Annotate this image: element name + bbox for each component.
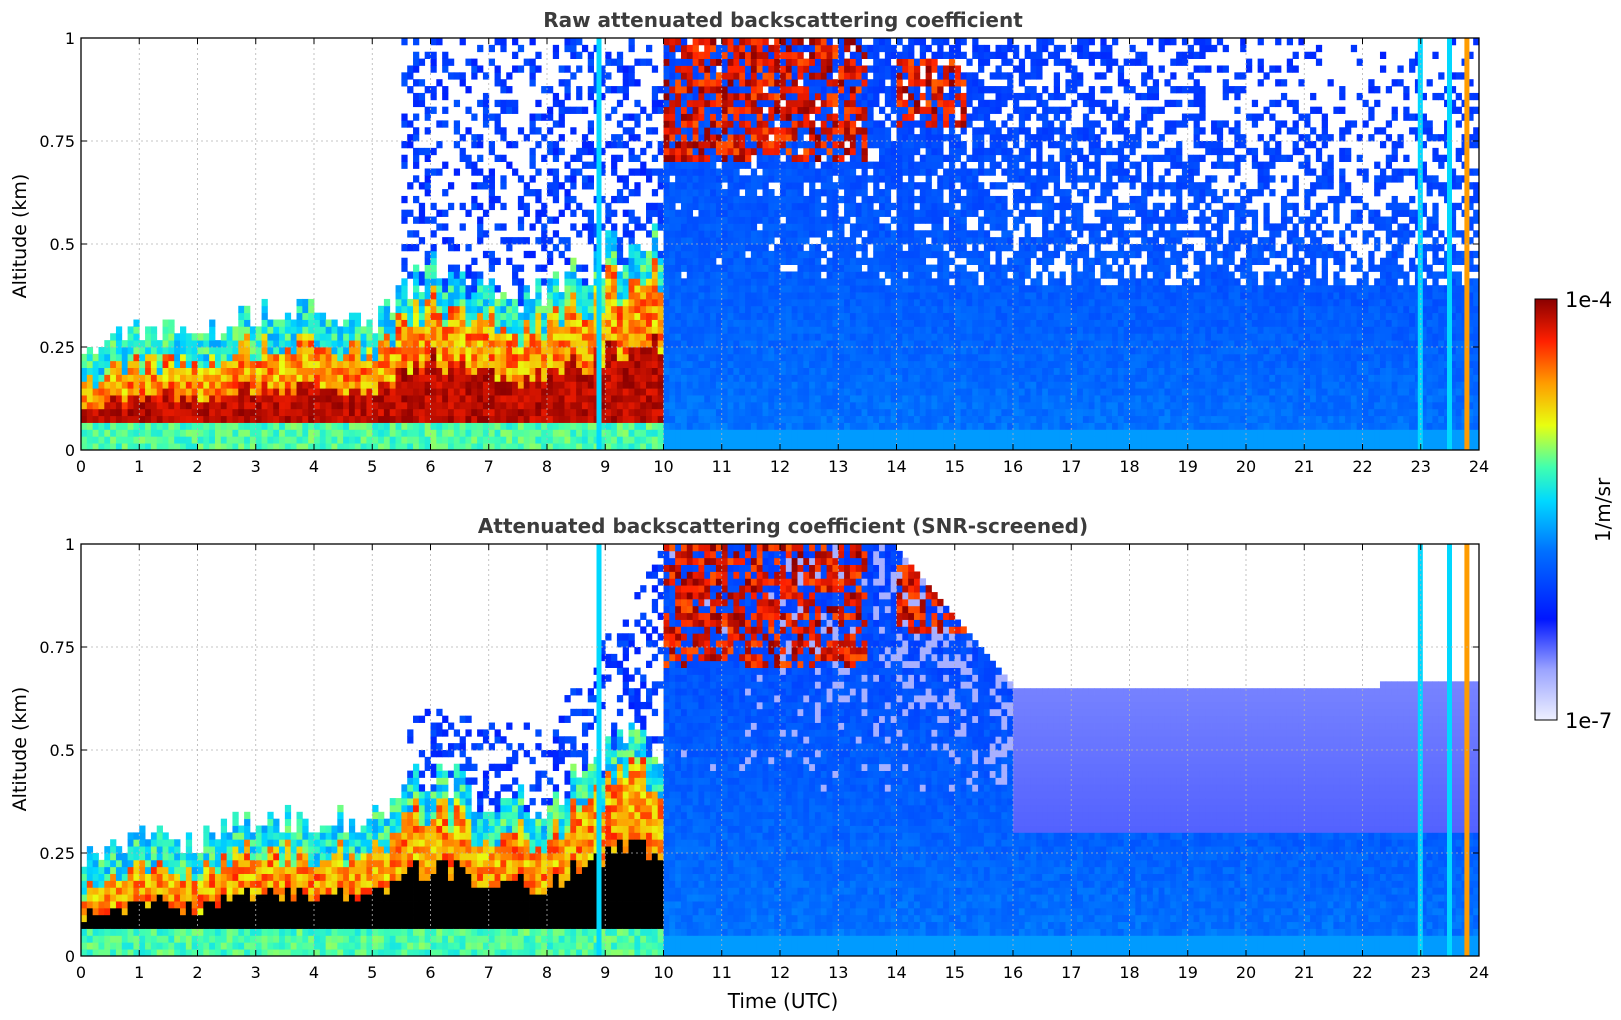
chart-panel-screened: Attenuated backscattering coefficient (S…: [9, 514, 1489, 1013]
colorbar-unit-label: 1/m/sr: [1591, 477, 1615, 542]
colorbar-min-label: 1e-7: [1565, 709, 1612, 733]
y-tick-label: 0.5: [50, 235, 75, 254]
chart-title: Attenuated backscattering coefficient (S…: [478, 514, 1088, 538]
x-tick-label: 8: [542, 457, 552, 476]
x-tick-label: 4: [309, 457, 319, 476]
x-tick-label: 12: [770, 457, 790, 476]
x-tick-label: 13: [828, 457, 848, 476]
x-tick-label: 5: [367, 457, 377, 476]
x-axis-ticks: 0 1 2 3 4 5 6 7 8 9 10 11 12 13 14 15 16 17 18 19 20 21 22 23 24: [76, 38, 1489, 476]
x-tick-label: 10: [653, 963, 673, 982]
x-tick-label: 23: [1411, 963, 1431, 982]
x-tick-label: 0: [76, 457, 86, 476]
x-tick-label: 19: [1178, 963, 1198, 982]
chart-panel-raw: Raw attenuated backscattering coefficien…: [9, 8, 1489, 476]
x-tick-label: 0: [76, 963, 86, 982]
x-tick-label: 18: [1119, 963, 1139, 982]
y-tick-label: 1: [65, 29, 75, 48]
x-tick-label: 22: [1352, 963, 1372, 982]
x-tick-label: 24: [1469, 457, 1489, 476]
x-tick-label: 20: [1236, 963, 1256, 982]
x-tick-label: 2: [192, 963, 202, 982]
x-tick-label: 11: [712, 963, 732, 982]
heatmap-area: [81, 544, 1480, 957]
x-tick-label: 8: [542, 963, 552, 982]
x-tick-label: 11: [712, 457, 732, 476]
y-axis-ticks: 0 0.25 0.5 0.75 1: [39, 29, 1479, 460]
x-tick-label: 23: [1411, 457, 1431, 476]
y-tick-label: 0: [65, 441, 75, 460]
y-tick-label: 0.25: [39, 338, 75, 357]
grid-lines: [81, 38, 1479, 450]
x-tick-label: 19: [1178, 457, 1198, 476]
heatmap-area: [81, 38, 1480, 451]
x-tick-label: 2: [192, 457, 202, 476]
x-tick-label: 7: [484, 963, 494, 982]
x-tick-label: 6: [425, 963, 435, 982]
x-tick-label: 10: [653, 457, 673, 476]
x-tick-label: 5: [367, 963, 377, 982]
x-tick-label: 4: [309, 963, 319, 982]
x-tick-label: 18: [1119, 457, 1139, 476]
colorbar-gradient: [1534, 298, 1558, 721]
x-tick-label: 21: [1294, 963, 1314, 982]
y-axis-label: Altitude (km): [9, 687, 31, 812]
colorbar-max-label: 1e-4: [1565, 288, 1612, 312]
x-tick-label: 15: [945, 963, 965, 982]
x-tick-label: 12: [770, 963, 790, 982]
x-tick-label: 3: [251, 457, 261, 476]
y-tick-label: 1: [65, 535, 75, 554]
x-tick-label: 16: [1003, 457, 1023, 476]
x-tick-label: 13: [828, 963, 848, 982]
x-tick-label: 17: [1061, 963, 1081, 982]
y-tick-label: 0.75: [39, 132, 75, 151]
colorbar: 1e-4 1e-7 1/m/sr: [1534, 288, 1615, 733]
x-tick-label: 17: [1061, 457, 1081, 476]
x-axis-ticks: 0 1 2 3 4 5 6 7 8 9 10 11 12 13 14 15 16 17 18 19 20 21 22 23 24: [76, 544, 1489, 982]
x-tick-label: 20: [1236, 457, 1256, 476]
y-tick-label: 0.25: [39, 844, 75, 863]
x-tick-label: 24: [1469, 963, 1489, 982]
x-tick-label: 1: [134, 457, 144, 476]
x-tick-label: 14: [886, 457, 906, 476]
chart-title: Raw attenuated backscattering coefficien…: [543, 8, 1023, 32]
grid-lines: [81, 544, 1479, 956]
x-tick-label: 15: [945, 457, 965, 476]
x-tick-label: 3: [251, 963, 261, 982]
x-tick-label: 16: [1003, 963, 1023, 982]
x-tick-label: 21: [1294, 457, 1314, 476]
y-tick-label: 0.75: [39, 638, 75, 657]
x-tick-label: 1: [134, 963, 144, 982]
y-tick-label: 0: [65, 947, 75, 966]
x-tick-label: 6: [425, 457, 435, 476]
x-axis-label: Time (UTC): [727, 989, 839, 1013]
y-tick-label: 0.5: [50, 741, 75, 760]
x-tick-label: 9: [600, 457, 610, 476]
y-axis-ticks: 0 0.25 0.5 0.75 1: [39, 535, 1479, 966]
x-tick-label: 14: [886, 963, 906, 982]
x-tick-label: 7: [484, 457, 494, 476]
x-tick-label: 22: [1352, 457, 1372, 476]
y-axis-label: Altitude (km): [9, 174, 31, 299]
x-tick-label: 9: [600, 963, 610, 982]
